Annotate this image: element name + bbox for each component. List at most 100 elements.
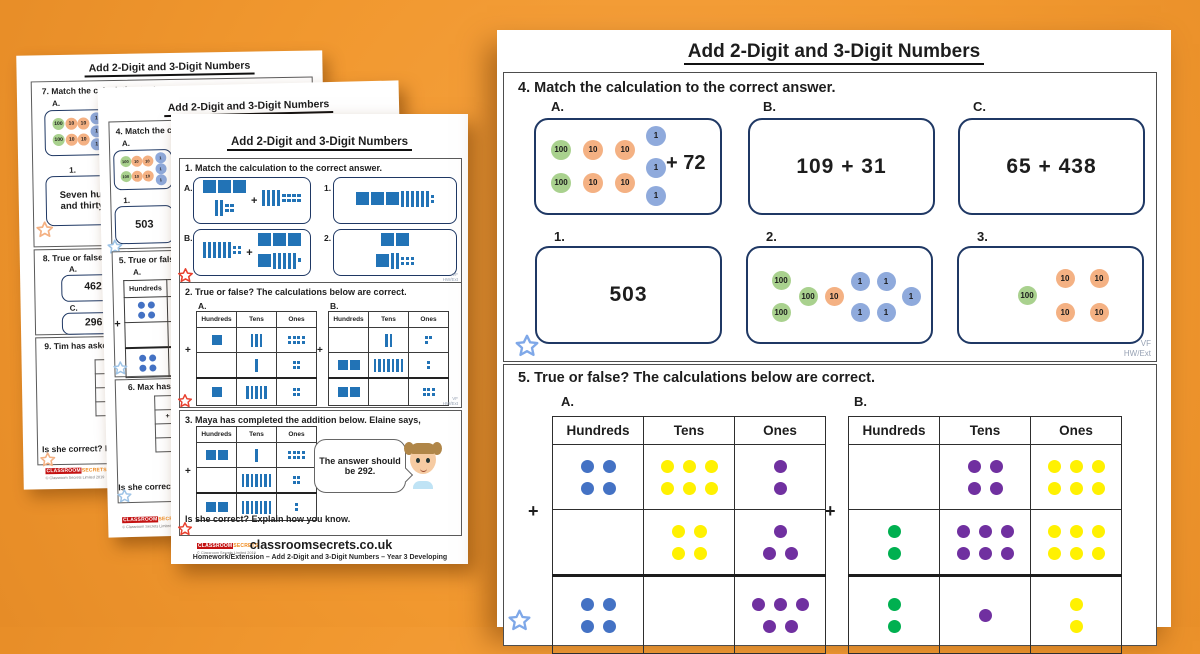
label-3: 3. xyxy=(977,229,988,244)
counter-dot xyxy=(147,300,155,309)
plus-sign: + xyxy=(185,466,191,477)
table-cell xyxy=(276,467,317,494)
counter-dot xyxy=(762,619,776,633)
page-title: Add 2-Digit and 3-Digit Numbers xyxy=(497,41,1171,65)
column-header: Hundreds xyxy=(123,279,168,298)
question-1-block: 1. Match the calculation to the correct … xyxy=(177,158,462,284)
counter-dot xyxy=(580,459,594,473)
is-correct-text: Is she correct? Explain how you know. xyxy=(185,514,351,524)
calculation-box-b: 109 + 31 xyxy=(748,118,935,215)
place-value-counter-1: 1 xyxy=(154,162,167,174)
base10-block-group xyxy=(373,358,404,372)
hundred-square xyxy=(257,232,271,246)
ten-rod xyxy=(267,190,271,206)
place-value-counter-10: 10 xyxy=(141,154,153,167)
counter-dot xyxy=(682,459,696,473)
column-header: Hundreds xyxy=(552,416,644,445)
base10-block-group xyxy=(375,252,415,269)
table-cell xyxy=(408,327,449,353)
table-cell xyxy=(276,492,317,521)
ten-rod xyxy=(287,252,291,269)
label-1: 1. xyxy=(69,165,76,175)
table-cell xyxy=(276,442,317,468)
ten-rod xyxy=(250,385,254,399)
ten-rod xyxy=(227,242,231,258)
ten-rod xyxy=(255,500,258,514)
hundred-square xyxy=(233,180,247,193)
ten-rod xyxy=(382,358,386,372)
base10-block-group xyxy=(292,476,301,484)
hundred-square xyxy=(349,387,360,397)
counter-dot xyxy=(751,597,765,611)
girl-character-illustration xyxy=(404,441,442,489)
table-cell xyxy=(328,352,369,379)
place-value-counter-1: 1 xyxy=(876,271,896,291)
table-cell xyxy=(939,509,1031,576)
base10-block-group xyxy=(262,190,301,206)
hundred-square xyxy=(385,192,399,206)
base10-block-group xyxy=(355,190,435,207)
table-cell xyxy=(196,377,237,406)
place-value-counter-10: 10 xyxy=(130,155,142,167)
hundred-square xyxy=(203,180,217,193)
base10-block-group xyxy=(257,252,302,269)
place-value-counter-100: 100 xyxy=(798,286,818,306)
place-value-counter-10: 10 xyxy=(583,140,603,160)
ten-rod xyxy=(255,385,258,399)
block-table-b: Hundreds Tens Ones xyxy=(328,311,449,406)
counter-dot xyxy=(138,364,146,372)
base10-blocks xyxy=(257,232,301,251)
counter-dot xyxy=(704,481,718,495)
table-cell xyxy=(276,352,317,379)
base10-block-group xyxy=(424,336,433,344)
base10-block-group xyxy=(288,451,305,459)
challenge-star-icon xyxy=(177,394,193,408)
counter-dot xyxy=(602,619,616,633)
column-header: Ones xyxy=(734,416,826,445)
question-3-text: 3. Maya has completed the addition below… xyxy=(185,415,421,425)
counter-dot xyxy=(1047,546,1061,560)
one-dots xyxy=(297,258,302,263)
one-dots xyxy=(282,193,301,203)
place-value-counter-10: 10 xyxy=(1089,302,1109,322)
ten-rod xyxy=(378,358,381,372)
one-dots xyxy=(288,451,305,459)
counter-dot xyxy=(682,481,696,495)
ten-rod xyxy=(391,358,395,372)
ten-rod xyxy=(241,473,245,487)
hundred-square xyxy=(205,502,216,512)
table-cell xyxy=(236,327,277,353)
one-dots xyxy=(232,245,242,255)
table-cell xyxy=(848,574,940,654)
hundred-square xyxy=(381,232,394,246)
column-header: Tens xyxy=(939,416,1031,445)
base10-blocks xyxy=(375,252,415,273)
challenge-star-icon xyxy=(40,452,56,467)
ten-rod xyxy=(207,242,211,258)
ten-rod xyxy=(272,252,276,269)
one-dots xyxy=(400,256,415,265)
column-header: Ones xyxy=(408,311,449,328)
ten-rod xyxy=(373,358,377,372)
place-value-counter-10: 10 xyxy=(615,173,635,193)
ten-rod xyxy=(259,333,263,347)
counter-dot xyxy=(137,311,145,319)
table-cell xyxy=(848,444,940,510)
mouth xyxy=(420,467,427,472)
counter-dot xyxy=(784,619,798,633)
ten-rod xyxy=(250,333,254,347)
base10-block-group xyxy=(337,360,360,370)
column-header: Hundreds xyxy=(196,426,237,443)
ten-rod xyxy=(400,358,404,372)
plus-sign: + xyxy=(317,345,323,356)
ten-rod xyxy=(277,252,281,269)
ten-rod xyxy=(390,252,394,269)
place-value-counter-1: 1 xyxy=(155,173,167,185)
plus-sign: + xyxy=(185,345,191,356)
table-cell xyxy=(328,327,369,353)
base10-blocks xyxy=(202,242,242,263)
counter-dot xyxy=(1000,524,1014,538)
